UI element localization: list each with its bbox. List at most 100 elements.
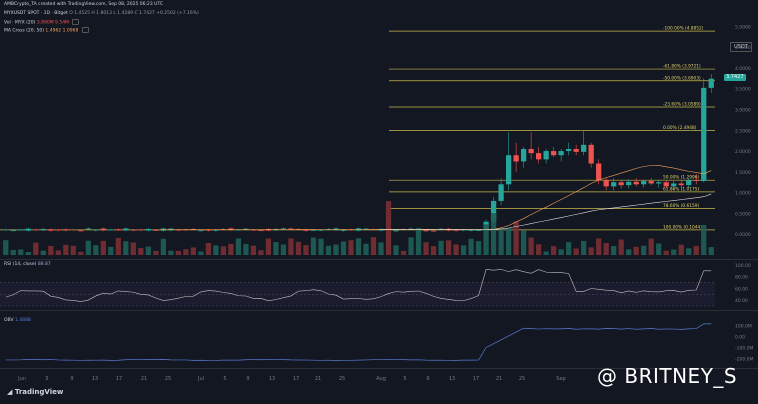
candle-body [235,229,242,231]
volume-bar [378,242,384,255]
candle-body [573,148,579,152]
rsi-legend[interactable]: RSI (14, close) 88.87 [4,262,51,268]
volume-bar [123,241,129,255]
ma-legend[interactable]: MA Cross (20, 50) 1.4962 1.0968 [4,27,89,35]
volume-bar [138,247,144,255]
volume-group [3,201,714,255]
obv-tick-label: -200.0M [735,357,754,363]
obv-line [5,323,712,361]
obv-legend[interactable]: OBV 1.488B [4,318,31,324]
fib-level-label: 78.60% (0.6159) [663,203,699,209]
x-tick-label: 9 [246,376,249,382]
x-tick-label: Jul [197,376,204,382]
y-tick-label: 1.5000 [735,170,751,176]
x-tick-label: 5 [223,376,226,382]
x-tick-label: 25 [339,376,345,382]
rsi-tick-label: 60.00 [735,286,748,292]
volume-bar [250,245,257,255]
candle-body [430,230,437,232]
rsi-value: 88.87 [37,262,51,267]
eye-icon[interactable] [72,19,80,25]
pane-separator[interactable] [0,259,758,260]
volume-bar [40,250,46,255]
volume-bar [265,238,272,255]
candle-body [100,228,106,231]
volume-bar [596,238,602,255]
ma-line: MA Cross (20, 50) [4,28,44,34]
candle-body [33,229,39,231]
candle-body [310,229,317,231]
x-tick-label: 5 [45,376,48,382]
fib-level-label: 61.80% (1.0175) [663,186,699,192]
y-tick-label: 3.5000 [735,87,751,93]
rsi-tick-label: 80.00 [735,275,748,281]
candle-body [123,228,129,231]
candle-body [566,148,572,152]
volume-bar [393,245,399,255]
obv-tick-label: -100.0M [735,346,754,352]
symbol-legend[interactable]: MYXUSDT SPOT · 1D · Bitget O 1.4525 H 1.… [4,11,199,17]
candle-body [205,229,212,231]
volume-bar [355,238,362,255]
candle-body [468,229,474,231]
candle-body [93,229,99,231]
candle-body [596,163,602,181]
tradingview-logo[interactable]: ◢ TradingView [7,388,64,396]
obv-tick-label: 100.0M [735,324,752,330]
candle-body [138,229,144,231]
volume-bar [130,242,136,255]
candle-body [228,228,234,231]
volume-bar [363,243,369,255]
volume-bar [273,242,279,255]
candle-body [513,155,519,162]
volume-bar [220,246,227,255]
volume-bar [468,238,474,255]
eye-icon[interactable] [81,27,89,33]
fib-level-label: 50.00% (1.2996) [663,175,699,181]
candle-body [558,151,564,156]
candle-body [520,148,527,162]
volume-bar [183,249,189,255]
volume-bar [385,201,392,255]
volume-bar [423,242,429,255]
x-tick-label: 13 [92,376,98,382]
obv-title: OBV [4,318,14,323]
volume-bar [566,242,572,255]
ma50-line [381,193,712,230]
candle-body [708,78,714,88]
volume-bar [626,249,632,255]
candle-body [588,144,594,164]
volume-bar [175,250,182,255]
rsi-tick-label: 40.00 [735,298,748,304]
currency-button[interactable]: USDT [730,42,752,52]
volume-bar [108,246,114,255]
volume-bar [85,240,91,255]
volume-bar [33,242,39,255]
volume-bar [430,246,437,255]
volume-bar [370,237,377,255]
x-tick-label: Sep [556,376,565,382]
fib-level-label: -100.00% (4.8852) [663,26,704,32]
candle-body [678,183,684,186]
candle-body [55,229,61,231]
volume-bar [48,245,54,255]
x-tick-label: 17 [116,376,122,382]
volume-bar [535,244,542,255]
candle-body [70,229,76,231]
pane-separator[interactable] [0,310,758,311]
fib-level-label: 0.00% (2.4948) [663,125,697,131]
candle-body [618,182,624,186]
pane-separator[interactable] [0,368,758,369]
rsi-line [5,269,712,302]
watermark-text: @ BRITNEY_S [597,364,738,388]
volume-bar [445,240,452,255]
tv-icon: ◢ [7,388,15,396]
volume-bar [160,238,166,255]
volume-bar [513,221,519,255]
candle-body [288,228,294,230]
rsi-title: RSI (14, close) [4,262,37,267]
volume-legend[interactable]: Vol · MYX (20) 3.890M 9.54M [4,19,80,27]
candle-body [671,183,677,187]
y-tick-label: 2.5000 [735,128,751,134]
